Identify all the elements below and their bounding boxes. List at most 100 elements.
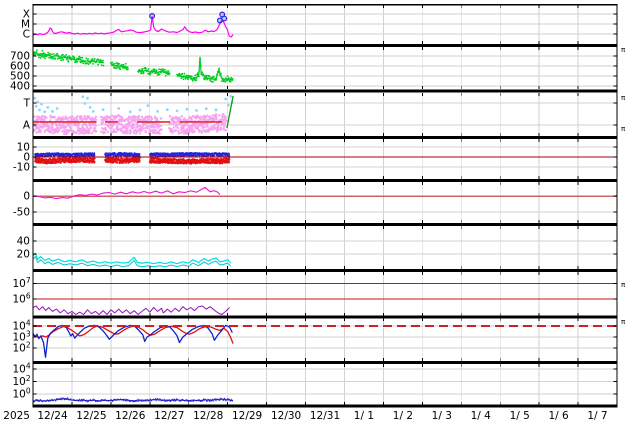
density-lower-trace-series — [33, 256, 232, 268]
ytick-label: 103 — [13, 330, 31, 344]
ytick-label: 104 — [13, 362, 31, 376]
year-label: 2025 — [3, 410, 30, 422]
density-upper-trace-series — [33, 252, 232, 265]
panel-series — [33, 11, 234, 38]
speed-trace-series — [33, 49, 234, 83]
alpha-ratio-band-series — [33, 112, 228, 136]
dst-line-series — [33, 186, 221, 200]
date-label: 12/25 — [76, 410, 106, 422]
panel-ticks — [33, 226, 617, 269]
ytick-label: 0 — [23, 191, 30, 203]
ytick-label: 10 — [17, 142, 30, 154]
ytick-label: 400 — [10, 81, 30, 93]
date-label: 12/28 — [193, 410, 223, 422]
chart-frame — [32, 3, 618, 408]
panel-ticks — [33, 182, 617, 223]
ytick-label: 106 — [13, 292, 31, 306]
ytick-label: -10 — [13, 162, 30, 174]
right-edge-marker-glyph: π — [621, 46, 626, 54]
date-label: 1/ 7 — [587, 410, 607, 422]
panel-series — [33, 49, 234, 83]
ytick-label: 600 — [10, 61, 30, 73]
right-edge-marker-glyph: π — [621, 94, 626, 102]
ytick-label: M — [21, 19, 30, 31]
panel-ylabels: 100-10 — [13, 142, 30, 174]
panel-series — [33, 282, 617, 315]
ytick-label: 102 — [13, 374, 31, 388]
ytick-label: C — [23, 29, 30, 41]
panel-dst-index: 0-50 — [13, 182, 617, 223]
temperature-scatter-series — [33, 95, 234, 114]
proton-flux-line-series — [33, 305, 230, 315]
panel-ylabels: 0-50 — [13, 191, 30, 219]
bz-negative-band-series — [34, 156, 231, 165]
panel-temperature-alpha: TA — [23, 93, 617, 136]
date-label: 1/ 2 — [393, 410, 413, 422]
date-label: 1/ 1 — [354, 410, 374, 422]
ytick-label: 107 — [13, 276, 31, 290]
date-label: 12/29 — [232, 410, 262, 422]
ytick-label: 0 — [23, 152, 30, 164]
ytick-label: 102 — [13, 341, 31, 355]
right-edge-marker-glyph: π — [621, 125, 626, 133]
panel-ticks — [33, 47, 617, 89]
ytick-label: T — [23, 98, 31, 110]
electron-flux-blue-series — [33, 324, 233, 358]
date-label: 12/26 — [115, 410, 146, 422]
ytick-label: 100 — [13, 387, 31, 401]
right-edge-markers: π π π π π — [621, 46, 626, 326]
panel-series — [33, 151, 617, 165]
bz-positive-band-series — [34, 151, 231, 158]
date-label: 12/30 — [271, 410, 301, 422]
panel-series — [33, 324, 617, 358]
panel-xray-flux: XMC — [21, 5, 617, 44]
ytick-label: 20 — [17, 249, 30, 261]
right-edge-marker-glyph: π — [621, 281, 626, 289]
panel-grid — [33, 47, 617, 89]
xray-flux-line-series — [33, 15, 234, 38]
end-rise-line-series — [226, 95, 234, 129]
ytick-label: 40 — [17, 236, 30, 248]
date-label: 12/24 — [37, 410, 68, 422]
panel-series — [33, 397, 234, 403]
panel-grid — [33, 226, 617, 269]
date-label: 12/27 — [154, 410, 184, 422]
electron-flux-red-series — [33, 325, 234, 344]
panel-imf-bz: 100-10 — [13, 139, 617, 179]
date-label: 1/ 4 — [471, 410, 492, 422]
ytick-label: 700 — [10, 51, 30, 63]
right-edge-marker-glyph: π — [621, 318, 626, 326]
panel-series — [33, 252, 232, 268]
panel-series — [33, 95, 234, 136]
panel-ylabels: XMC — [21, 9, 30, 41]
flare-peak-markers-series — [149, 11, 228, 24]
date-label: 1/ 5 — [510, 410, 530, 422]
panel-grid — [33, 5, 617, 44]
x-axis-labels: 2025 12/24 12/25 12/26 12/27 12/28 12/29 12/30 1… — [3, 410, 607, 422]
date-label: 1/ 3 — [432, 410, 452, 422]
panel-ticks — [33, 139, 617, 179]
date-label: 12/31 — [310, 410, 340, 422]
low-energy-flux-series — [33, 397, 234, 403]
ytick-label: 500 — [10, 71, 30, 83]
ytick-label: 104 — [13, 319, 31, 333]
panel-series — [33, 186, 617, 200]
ytick-label: A — [23, 120, 31, 132]
panel-ylabels: TA — [23, 98, 31, 132]
ytick-label: -50 — [13, 207, 30, 219]
panel-grid — [33, 364, 617, 405]
date-label: 1/ 6 — [548, 410, 569, 422]
ytick-label: X — [23, 9, 30, 21]
